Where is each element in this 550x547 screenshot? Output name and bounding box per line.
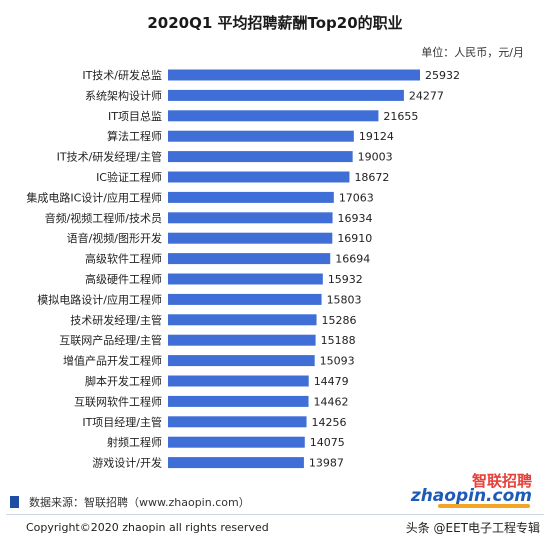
value-label: 15188: [321, 334, 356, 347]
bar: [168, 416, 307, 428]
footer-divider: [6, 514, 544, 515]
category-label: 增值产品开发工程师: [63, 354, 162, 368]
category-label: 集成电路IC设计/应用工程师: [26, 190, 162, 204]
bar: [168, 273, 323, 285]
value-label: 18672: [354, 171, 389, 184]
category-label: 算法工程师: [107, 129, 162, 143]
category-label: 高级软件工程师: [85, 252, 162, 266]
chart-title: 2020Q1 平均招聘薪酬Top20的职业: [147, 14, 403, 32]
value-label: 15803: [327, 293, 362, 306]
category-label: 模拟电路设计/应用工程师: [37, 292, 162, 306]
category-label: 音频/视频工程师/技术员: [45, 211, 162, 225]
value-label: 19003: [358, 151, 393, 164]
category-label: 互联网软件工程师: [74, 394, 162, 408]
logo-en: zhaopin.com: [410, 486, 532, 506]
category-label: IC验证工程师: [96, 170, 162, 184]
category-label: IT技术/研发总监: [82, 68, 162, 82]
bar: [168, 212, 333, 224]
value-label: 15286: [322, 314, 357, 327]
bar: [168, 375, 309, 387]
bar: [168, 314, 317, 326]
zhaopin-logo: 智联招聘 zhaopin.com: [411, 470, 534, 510]
bar: [168, 355, 315, 367]
bar: [168, 130, 354, 142]
source-text: 数据来源：智联招聘（www.zhaopin.com）: [29, 496, 250, 509]
logo-cn: 智联招聘: [471, 472, 532, 490]
value-label: 16910: [337, 232, 372, 245]
value-label: 25932: [425, 69, 460, 82]
watermark: 头条 @EET电子工程专辑: [406, 519, 540, 536]
logo-swoosh-icon: [438, 504, 530, 508]
bar-chart: IT技术/研发总监 25932 系统架构设计师 24277 IT项目总监 21655 算法工…: [26, 68, 460, 470]
category-label: 互联网产品经理/主管: [59, 333, 162, 347]
category-label: 游戏设计/开发: [92, 456, 162, 470]
unit-label: 单位：人民币，元/月: [421, 46, 524, 59]
value-label: 14479: [314, 375, 349, 388]
value-label: 17063: [339, 191, 374, 204]
bar: [168, 151, 353, 163]
value-label: 14256: [312, 416, 347, 429]
bar: [168, 171, 350, 183]
value-label: 13987: [309, 457, 344, 470]
category-label: 语音/视频/图形开发: [67, 231, 162, 245]
data-source: 数据来源：智联招聘（www.zhaopin.com）: [10, 494, 250, 510]
value-label: 15093: [320, 355, 355, 368]
bar: [168, 293, 322, 305]
category-label: IT技术/研发经理/主管: [57, 150, 162, 164]
bar: [168, 89, 404, 101]
category-label: 技术研发经理/主管: [70, 313, 162, 327]
copyright-text: Copyright©2020 zhaopin all rights reserv…: [26, 521, 269, 534]
value-label: 24277: [409, 89, 444, 102]
bar: [168, 334, 316, 346]
source-marker-icon: [10, 496, 19, 508]
value-label: 15932: [328, 273, 363, 286]
category-label: IT项目经理/主管: [82, 415, 162, 429]
bar: [168, 69, 420, 81]
value-label: 16934: [338, 212, 373, 225]
value-label: 14075: [310, 436, 345, 449]
value-label: 19124: [359, 130, 394, 143]
category-label: 系统架构设计师: [85, 88, 162, 102]
category-label: 射频工程师: [107, 435, 162, 449]
category-label: 脚本开发工程师: [85, 374, 162, 388]
watermark-text: 头条 @EET电子工程专辑: [405, 521, 540, 535]
bar: [168, 436, 305, 448]
category-label: IT项目总监: [108, 109, 162, 123]
category-label: 高级硬件工程师: [85, 272, 162, 286]
bar: [168, 253, 331, 265]
value-label: 14462: [314, 395, 349, 408]
bar: [168, 191, 334, 203]
bar: [168, 232, 333, 244]
bar: [168, 395, 309, 407]
value-label: 21655: [383, 110, 418, 123]
bar: [168, 110, 379, 122]
bar: [168, 457, 304, 469]
value-label: 16694: [335, 253, 370, 266]
